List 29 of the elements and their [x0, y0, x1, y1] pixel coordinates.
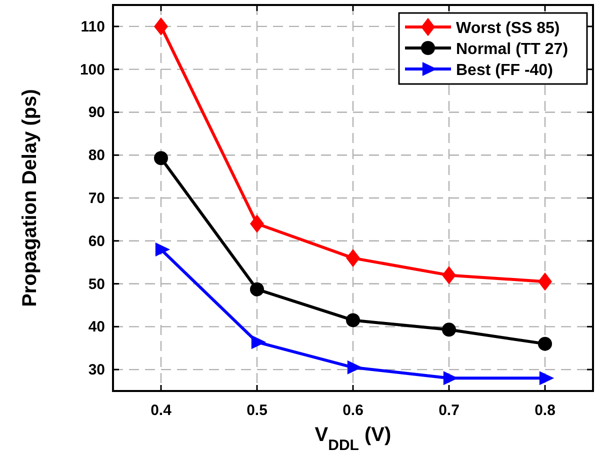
point — [442, 322, 456, 337]
x-tick-label: 0.4 — [150, 402, 172, 419]
point — [538, 336, 552, 351]
point — [442, 266, 456, 284]
y-tick-label: 110 — [80, 18, 105, 36]
legend-label: Best (FF -40) — [456, 62, 553, 79]
y-tick-label: 90 — [88, 104, 105, 122]
x-tick-label: 0.8 — [534, 402, 556, 419]
point — [154, 151, 168, 166]
point — [538, 272, 552, 291]
point — [250, 214, 264, 233]
y-tick-label: 100 — [80, 61, 105, 78]
y-tick-label: 80 — [88, 147, 105, 164]
x-tick-label: 0.7 — [438, 402, 460, 419]
y-tick-label: 60 — [88, 232, 105, 250]
y-tick-label: 50 — [88, 276, 105, 293]
y-tick-label: 70 — [88, 190, 105, 207]
x-axis-title: V$_{DDL}$ (V) — [314, 424, 392, 454]
legend-label: Normal (TT 27) — [456, 41, 568, 58]
y-axis-title: Propagation Delay (ps) — [19, 89, 41, 307]
x-tick-label: 0.5 — [246, 402, 268, 419]
point — [346, 313, 360, 328]
point — [346, 248, 360, 268]
legend-label: Worst (SS 85) — [456, 20, 560, 37]
point — [250, 282, 264, 296]
y-tick-label: 40 — [88, 318, 105, 336]
y-tick-label: 30 — [88, 362, 105, 379]
point — [154, 17, 168, 36]
x-tick-label: 0.6 — [342, 402, 364, 419]
